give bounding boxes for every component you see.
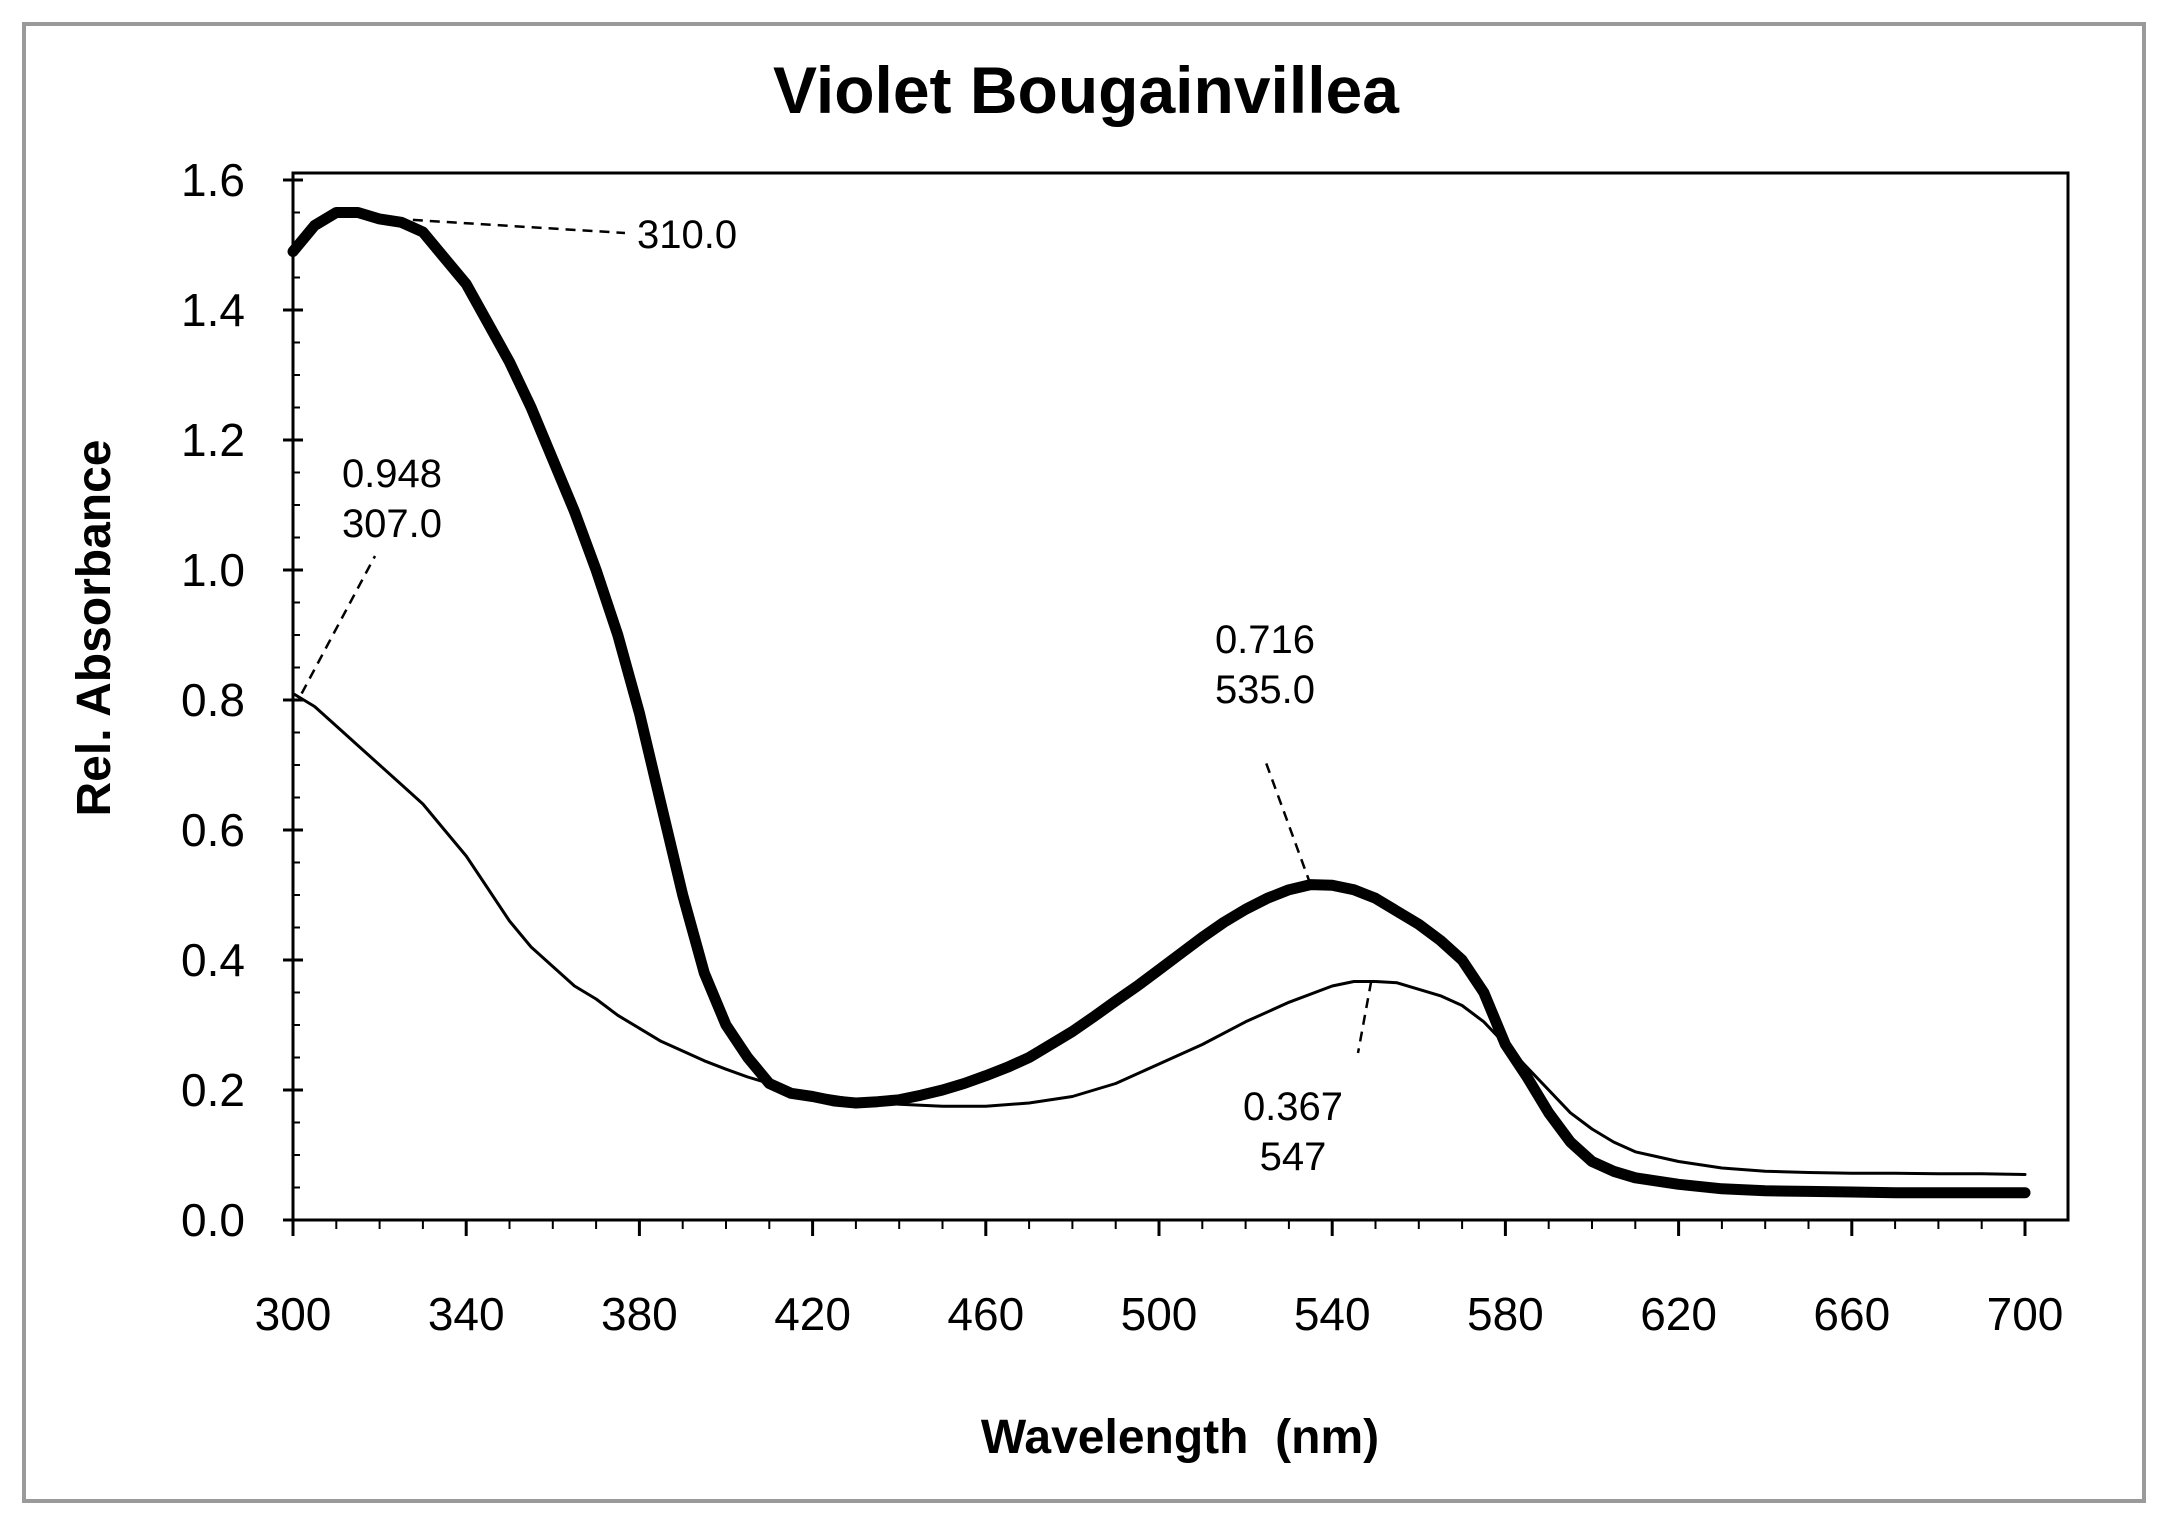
y-tick-label: 0.2: [181, 1064, 245, 1116]
annotation-peak-535: 0.716 535.0: [1215, 618, 1315, 712]
x-tick-label: 460: [947, 1288, 1024, 1340]
plot-area: [291, 171, 2070, 1222]
x-tick-label: 700: [1987, 1288, 2064, 1340]
annotation-peak-535-leader: [1263, 759, 1312, 886]
y-tick-label: 0.6: [181, 804, 245, 856]
y-axis-label: Rel. Absorbance: [68, 440, 121, 817]
annotation-peak-307: 0.948 307.0: [342, 452, 442, 546]
y-tick-label: 1.6: [181, 154, 245, 206]
x-tick-label: 300: [255, 1288, 332, 1340]
x-tick-label: 620: [1640, 1288, 1717, 1340]
annotation-peak-307-leader: [300, 555, 377, 695]
annotation-peak-307-line: 307.0: [342, 502, 442, 546]
annotation-layer: 310.0 0.948 307.0 0.716 535.0 0.367 547: [300, 213, 1373, 1179]
x-tick-label: 500: [1121, 1288, 1198, 1340]
chart-title: Violet Bougainvillea: [773, 53, 1400, 127]
annotation-peak-547: 0.367 547: [1243, 1085, 1343, 1179]
annotation-peak-310: 310.0: [637, 213, 737, 257]
annotation-peak-310-line: 310.0: [637, 213, 737, 257]
y-tick-label: 1.0: [181, 544, 245, 596]
annotation-peak-535-line: 535.0: [1215, 668, 1315, 712]
y-tick-label: 0.4: [181, 934, 245, 986]
x-tick-labels: 300 340 380 420 460 500 540 580 620 660 700: [255, 1288, 2064, 1340]
y-tick-label: 1.2: [181, 414, 245, 466]
annotation-peak-547-line: 547: [1260, 1135, 1327, 1179]
series-line-thick: [287, 207, 2031, 1199]
y-tick-labels: 0.0 0.2 0.4 0.6 0.8 1.0 1.2 1.4 1.6: [181, 154, 245, 1246]
series-layer: [287, 207, 2031, 1199]
x-tick-label: 660: [1813, 1288, 1890, 1340]
series-line-thin: [291, 692, 2027, 1176]
x-tick-label: 580: [1467, 1288, 1544, 1340]
x-tick-label: 380: [601, 1288, 678, 1340]
annotation-peak-310-leader: [344, 214, 626, 235]
y-tick-label: 1.4: [181, 284, 245, 336]
x-tick-label: 540: [1294, 1288, 1371, 1340]
annotation-peak-547-line: 0.367: [1243, 1085, 1343, 1129]
annotation-peak-547-leader: [1356, 981, 1373, 1054]
x-tick-label: 420: [774, 1288, 851, 1340]
x-axis-label: Wavelength (nm): [981, 1411, 1379, 1464]
annotation-peak-307-line: 0.948: [342, 452, 442, 496]
y-tick-label: 0.0: [181, 1194, 245, 1246]
annotation-peak-535-line: 0.716: [1215, 618, 1315, 662]
axis-ticks: [283, 178, 2027, 1236]
y-tick-label: 0.8: [181, 674, 245, 726]
x-tick-label: 340: [428, 1288, 505, 1340]
